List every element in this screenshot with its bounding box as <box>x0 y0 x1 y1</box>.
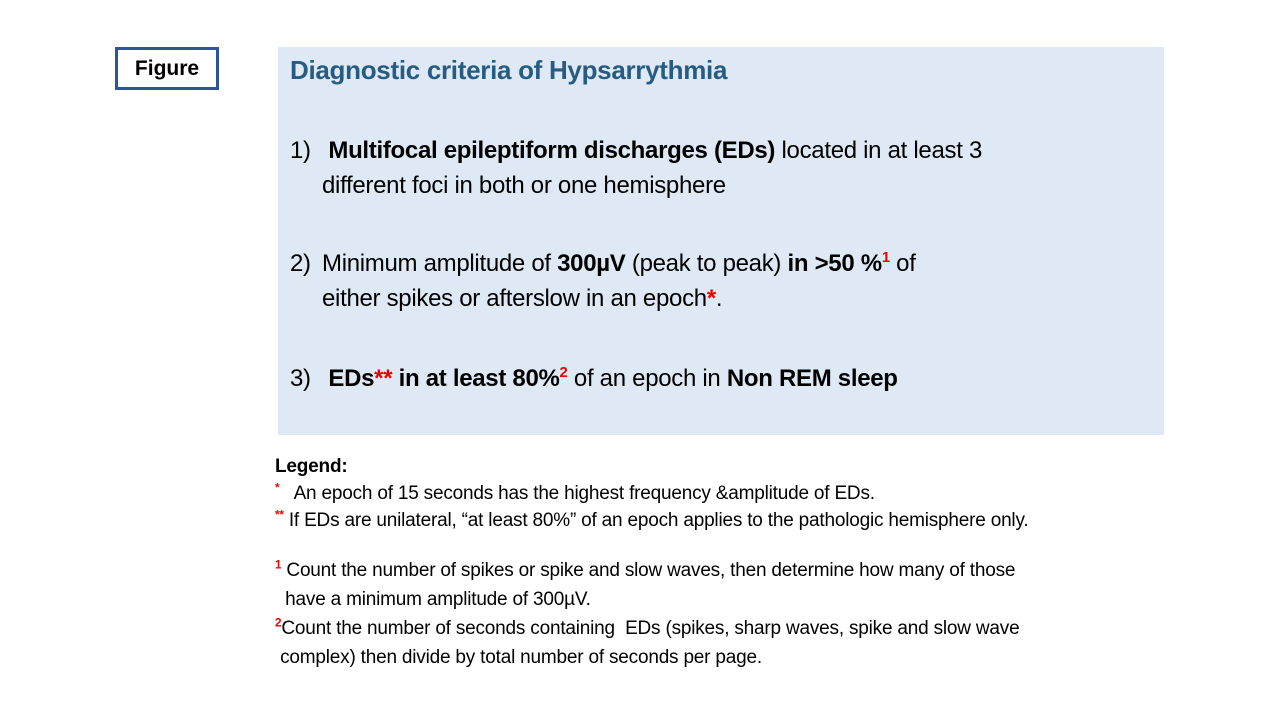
figure-label-box: Figure <box>115 47 219 90</box>
item-text-3: EDs** in at least 80%2 of an epoch in No… <box>322 365 898 392</box>
item-text-1: Multifocal epileptiform discharges (EDs)… <box>322 137 982 199</box>
criteria-panel: Diagnostic criteria of Hypsarrythmia 1) … <box>278 47 1164 435</box>
legend-entry-double-asterisk: ** If EDs are unilateral, “at least 80%”… <box>275 508 1029 531</box>
legend-section: Legend: * An epoch of 15 seconds has the… <box>275 453 1225 534</box>
item-text-2: Minimum amplitude of 300µV (peak to peak… <box>322 250 916 312</box>
footnote-1: 1 Count the number of spikes or spike an… <box>275 558 1016 610</box>
legend-entry-single-asterisk: * An epoch of 15 seconds has the highest… <box>275 481 875 504</box>
legend-heading: Legend: <box>275 456 348 477</box>
criteria-item-2: 2) Minimum amplitude of 300µV (peak to p… <box>290 246 1150 316</box>
item-number-1: 1) <box>290 137 311 164</box>
footnotes-section: 1 Count the number of spikes or spike an… <box>275 556 1225 672</box>
figure-label-text: Figure <box>134 56 200 80</box>
item-number-2: 2) <box>290 250 311 277</box>
criteria-item-3: 3) EDs** in at least 80%2 of an epoch in… <box>290 361 1150 396</box>
footnote-2: 2Count the number of seconds containing … <box>275 616 1020 668</box>
panel-title: Diagnostic criteria of Hypsarrythmia <box>290 55 728 85</box>
criteria-item-1: 1) Multifocal epileptiform discharges (E… <box>290 133 1150 203</box>
item-number-3: 3) <box>290 365 311 392</box>
